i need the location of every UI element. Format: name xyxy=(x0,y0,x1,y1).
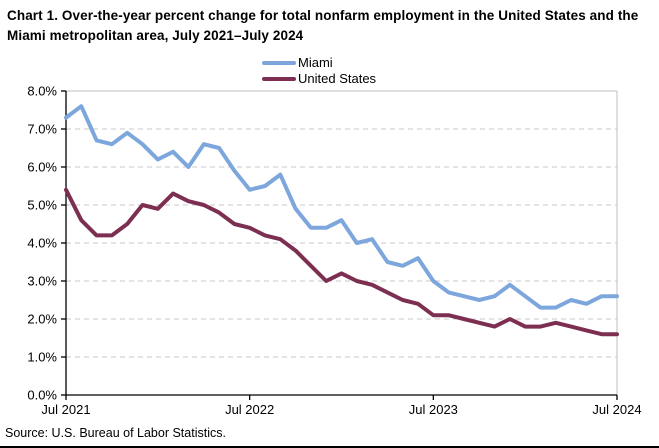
legend-label-united-states: United States xyxy=(298,71,377,86)
united-states-series-line xyxy=(64,187,619,337)
y-tick-label: 4.0% xyxy=(27,236,57,251)
legend: Miami United States xyxy=(262,55,376,86)
y-tick-label: 6.0% xyxy=(27,160,57,175)
y-tick-label: 3.0% xyxy=(27,274,57,289)
gridlines xyxy=(66,128,617,358)
plot-border xyxy=(66,90,618,395)
x-tick-label: Jul 2024 xyxy=(592,402,641,417)
y-tick-label: 1.0% xyxy=(27,350,57,365)
x-tick-label: Jul 2022 xyxy=(225,402,274,417)
x-tick-label: Jul 2023 xyxy=(409,402,458,417)
y-tick-label: 2.0% xyxy=(27,312,57,327)
legend-row-united-states: United States xyxy=(262,71,376,86)
y-tick-label: 0.0% xyxy=(27,388,57,403)
y-tick-label: 8.0% xyxy=(27,84,57,99)
source-text: Source: U.S. Bureau of Labor Statistics. xyxy=(5,426,226,440)
legend-row-miami: Miami xyxy=(262,55,376,70)
united-states-line-swatch xyxy=(262,76,296,81)
chart-title: Chart 1. Over-the-year percent change fo… xyxy=(7,8,639,43)
x-tick-label: Jul 2021 xyxy=(41,402,90,417)
miami-series-line xyxy=(64,104,619,310)
x-axis-labels: Jul 2021 Jul 2022 Jul 2023 Jul 2024 xyxy=(41,395,642,417)
miami-line-swatch xyxy=(262,60,296,65)
y-axis-labels: 8.0% 7.0% 6.0% 5.0% 4.0% 3.0% 2.0% 1.0% 0.0% xyxy=(27,84,66,403)
legend-label-miami: Miami xyxy=(298,55,333,70)
y-tick-label: 5.0% xyxy=(27,198,57,213)
y-tick-label: 7.0% xyxy=(27,122,57,137)
